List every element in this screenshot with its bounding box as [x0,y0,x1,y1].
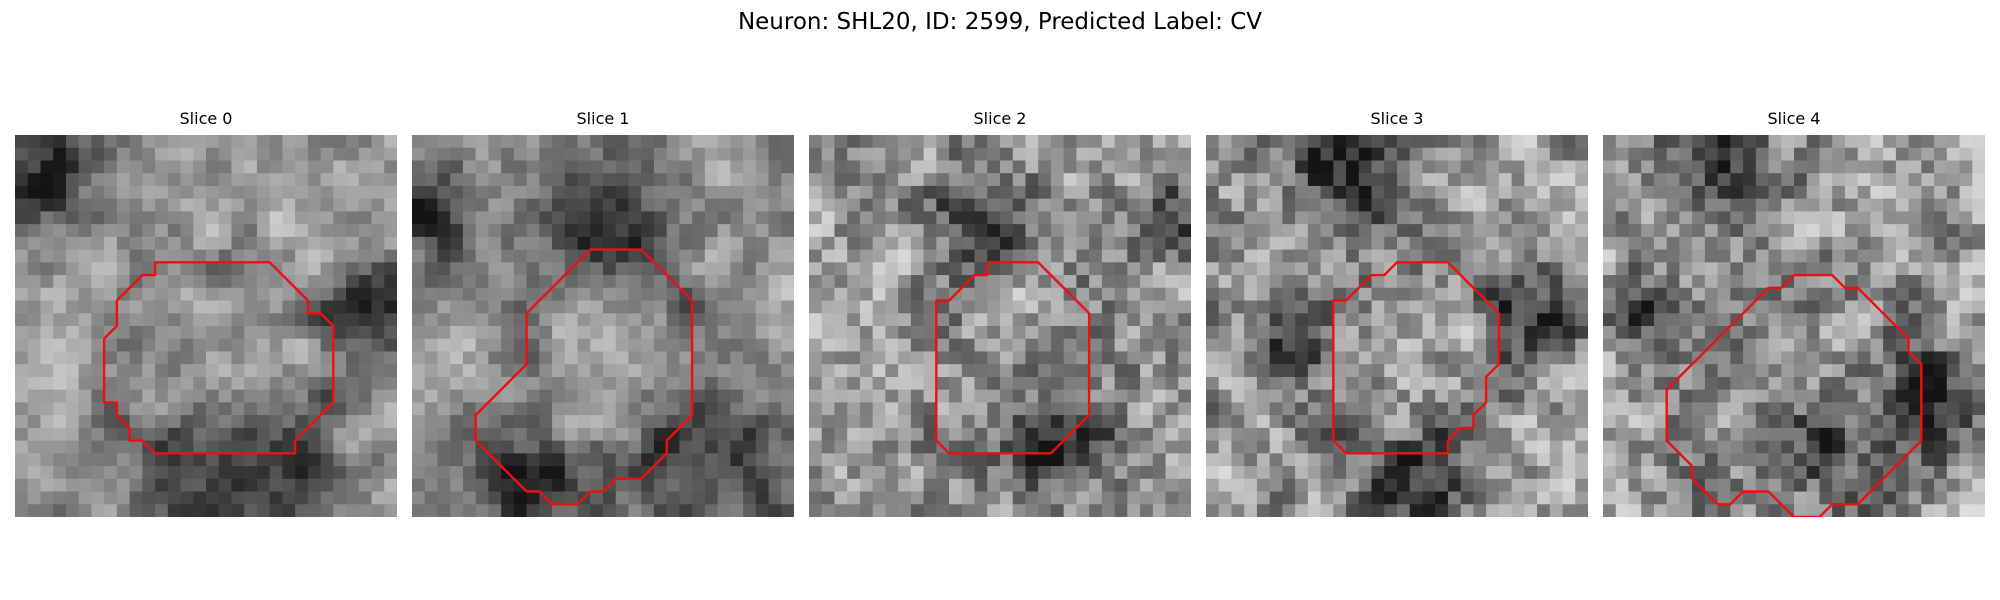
slice-title: Slice 2 [809,108,1191,130]
slice-title: Slice 0 [15,108,397,130]
slice-panel-4: Slice 4 [1603,108,1985,130]
slice-panel-1: Slice 1 [412,108,794,130]
slice-image [412,135,794,517]
slice-image [1206,135,1588,517]
slice-image [809,135,1191,517]
slice-title: Slice 3 [1206,108,1588,130]
slice-panel-3: Slice 3 [1206,108,1588,130]
slice-image [15,135,397,517]
figure-title: Neuron: SHL20, ID: 2599, Predicted Label… [0,6,2000,38]
slice-image [1603,135,1985,517]
slice-title: Slice 1 [412,108,794,130]
slice-title: Slice 4 [1603,108,1985,130]
slice-panel-2: Slice 2 [809,108,1191,130]
slice-panel-0: Slice 0 [15,108,397,130]
